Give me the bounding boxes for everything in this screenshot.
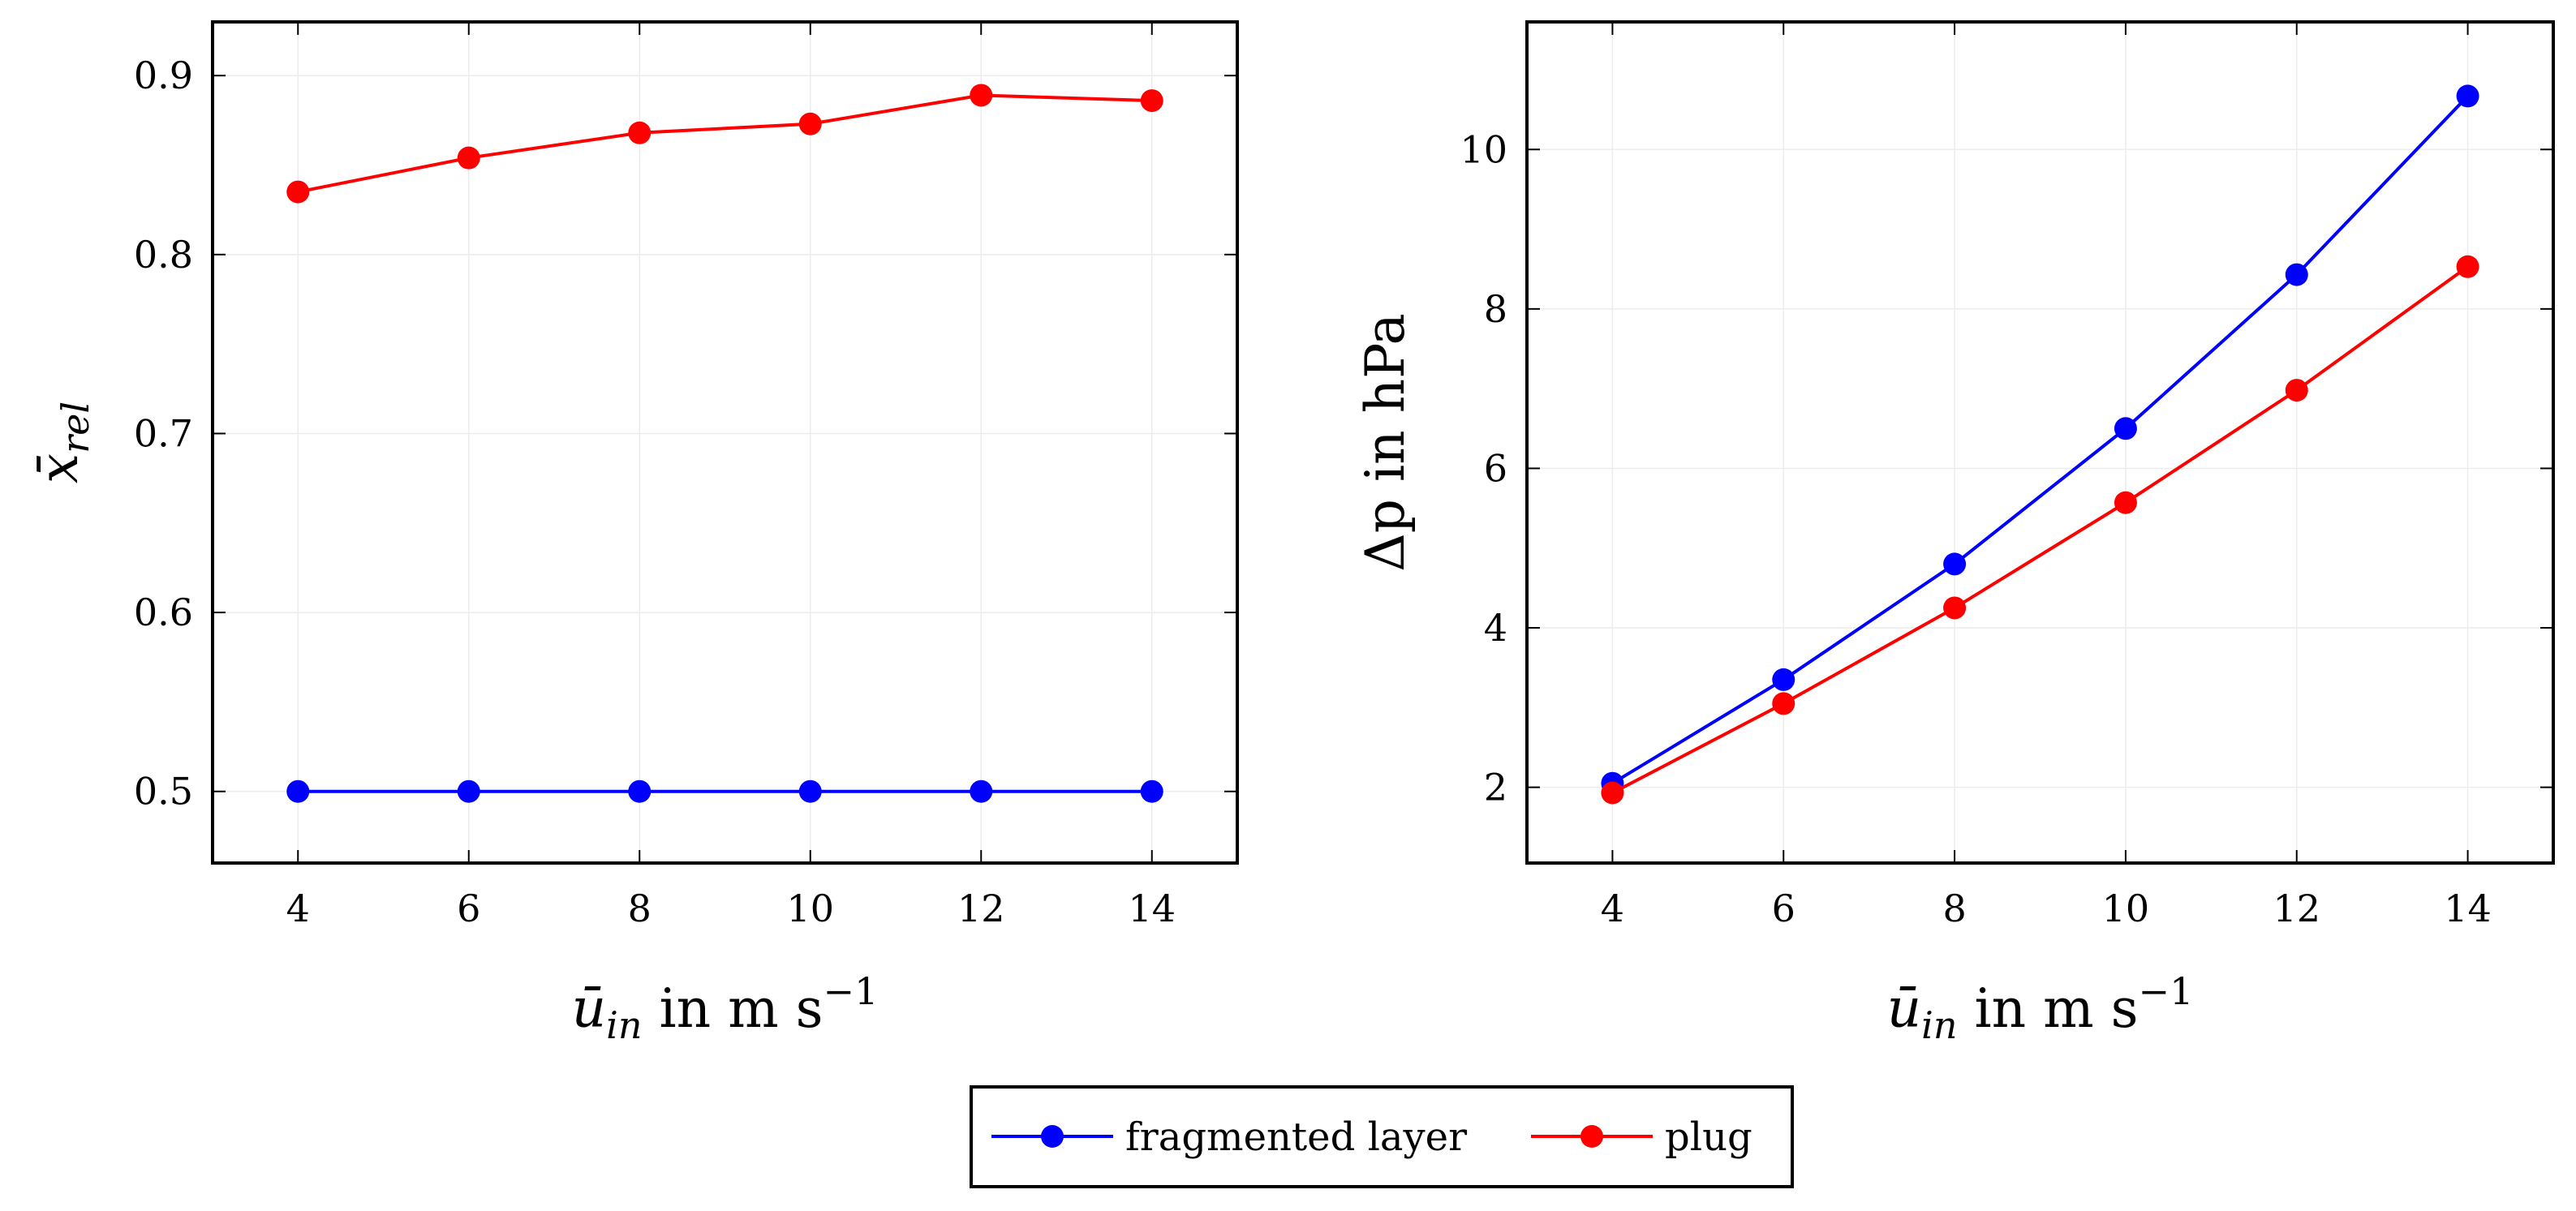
x-tick-label: 14	[1128, 887, 1176, 930]
plot-frame	[211, 20, 1239, 865]
data-point-plug	[970, 84, 993, 107]
data-point-fragmented-layer	[457, 779, 480, 803]
series-line-plug	[297, 93, 1152, 194]
legend-marker-fragmented	[1041, 1125, 1064, 1148]
data-point-plug	[628, 121, 652, 144]
data-point-plug	[1943, 596, 1967, 620]
data-point-plug	[286, 180, 310, 204]
y-tick-label: 0.5	[134, 770, 193, 814]
data-point-plug	[1140, 89, 1163, 113]
data-point-plug	[798, 112, 822, 135]
x-tick-label: 8	[1942, 887, 1966, 930]
x-tick-label: 12	[957, 887, 1005, 930]
x-tick-label: 14	[2444, 887, 2492, 930]
data-point-fragmented-layer	[628, 779, 652, 803]
data-point-fragmented-layer	[286, 779, 310, 803]
series-line-fragmented-layer	[1611, 95, 2470, 785]
data-point-fragmented-layer	[1943, 552, 1967, 576]
y-tick-label: 8	[1484, 287, 1507, 331]
chart-pressure-drop: 4 6 8 10 12 14 2 4 6 8 10 ūin in m s−1 Δp in hPa	[1354, 20, 2555, 1047]
y-axis-label: x̄rel	[28, 402, 97, 483]
legend-label-fragmented: fragmented layer	[1125, 1114, 1467, 1160]
x-tick-label: 10	[2102, 887, 2150, 930]
legend-marker-plug	[1580, 1125, 1603, 1148]
data-point-fragmented-layer	[970, 779, 993, 803]
y-tick-label: 0.9	[134, 54, 193, 97]
y-tick-label: 0.8	[134, 233, 193, 277]
y-tick-label: 0.7	[134, 411, 193, 455]
x-tick-label: 12	[2273, 887, 2320, 930]
series-line-plug	[1611, 265, 2469, 795]
data-point-plug	[1772, 692, 1795, 715]
x-tick-label: 4	[1601, 887, 1624, 930]
x-axis-label: ūin in m s−1	[1887, 969, 2194, 1047]
x-tick-label: 4	[286, 887, 310, 930]
data-point-plug	[2456, 255, 2479, 278]
y-tick-label: 6	[1484, 446, 1507, 490]
y-tick-label: 0.6	[134, 590, 193, 634]
x-tick-label: 6	[457, 887, 480, 930]
y-tick-label: 10	[1460, 127, 1507, 171]
legend: fragmented layer plug	[970, 1085, 1794, 1188]
plot-frame	[1525, 20, 2555, 865]
x-axis-label: ūin in m s−1	[572, 969, 879, 1047]
data-point-fragmented-layer	[2456, 84, 2479, 108]
y-axis-label: Δp in hPa	[1354, 313, 1417, 572]
y-tick-label: 4	[1484, 606, 1507, 650]
data-point-plug	[2285, 379, 2308, 402]
data-point-fragmented-layer	[1772, 668, 1795, 691]
data-point-fragmented-layer	[2114, 417, 2137, 440]
x-tick-label: 6	[1772, 887, 1795, 930]
y-tick-label: 2	[1484, 766, 1507, 809]
x-tick-label: 8	[628, 887, 652, 930]
data-point-plug	[2114, 491, 2137, 514]
x-tick-label: 10	[786, 887, 834, 930]
data-point-fragmented-layer	[1140, 779, 1163, 803]
data-point-fragmented-layer	[2285, 263, 2308, 286]
legend-label-plug: plug	[1665, 1114, 1752, 1160]
data-point-fragmented-layer	[798, 779, 822, 803]
data-point-plug	[457, 146, 480, 170]
chart-relative-position: 4 6 8 10 12 14 0.5 0.6 0.7 0.8 0.9 ūin in m s−1 x̄re…	[28, 20, 1239, 1047]
data-point-plug	[1601, 781, 1624, 805]
